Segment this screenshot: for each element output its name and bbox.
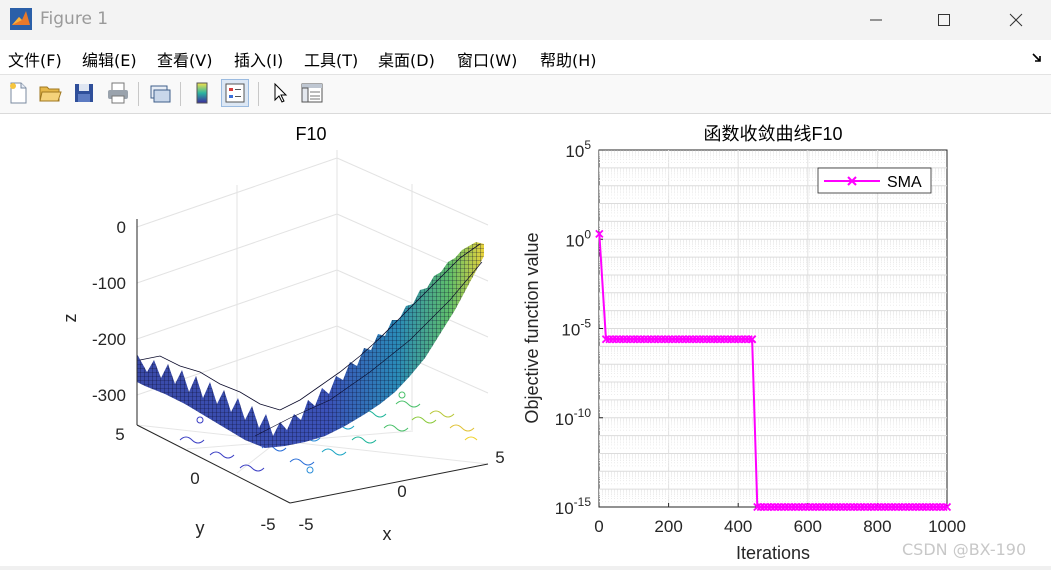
series-marker — [747, 335, 757, 344]
y-tick-label: 10-15 — [555, 495, 592, 518]
property-inspector-icon — [301, 83, 323, 103]
legend-marker — [847, 176, 857, 186]
y-tick-label: 10-10 — [555, 406, 592, 429]
x-tick-label: 200 — [654, 517, 682, 536]
z-tick-label: -300 — [92, 386, 126, 405]
surface-mesh — [137, 242, 484, 448]
y-axis-label: Objective function value — [522, 232, 542, 423]
link-plot-icon — [150, 85, 171, 103]
chart-title: 函数收敛曲线F10 — [703, 124, 842, 144]
y-tick-label: 10-5 — [561, 317, 591, 340]
toolbar-separator — [258, 82, 259, 106]
z-tick-label: 0 — [117, 218, 126, 237]
menu-window[interactable]: 窗口(W) — [457, 51, 518, 70]
z-tick-label: -100 — [92, 274, 126, 293]
toolbar-separator — [180, 82, 181, 106]
x-tick-label: 400 — [724, 517, 752, 536]
menu-file[interactable]: 文件(F) — [8, 51, 62, 70]
convergence-chart[interactable]: 0 200 400 600 800 1000 105 100 10-5 10-10 10-15 函数… — [522, 124, 966, 563]
new-figure-button[interactable] — [4, 79, 32, 107]
legend-icon — [225, 83, 245, 103]
pointer-button[interactable] — [266, 79, 294, 107]
legend-button[interactable] — [221, 79, 249, 107]
watermark: CSDN @BX-190 — [902, 540, 1027, 559]
y-tick-label: 105 — [565, 138, 591, 161]
z-axis-label: z — [60, 314, 80, 323]
colorbar-button[interactable] — [188, 79, 216, 107]
grid-line — [336, 157, 489, 226]
minimize-button[interactable] — [853, 0, 899, 40]
menu-help[interactable]: 帮助(H) — [540, 51, 597, 70]
surface-plot-title: F10 — [295, 124, 326, 144]
grid-line — [136, 269, 338, 340]
x-tick-label: 1000 — [928, 517, 966, 536]
grid-line — [136, 157, 338, 228]
menu-desktop[interactable]: 桌面(D) — [378, 51, 435, 70]
menu-view[interactable]: 查看(V) — [157, 51, 213, 70]
x-axis-label: x — [383, 524, 392, 544]
x-axis-label: Iterations — [736, 543, 810, 563]
property-inspector-button[interactable] — [298, 79, 326, 107]
x-tick-label: 0 — [594, 517, 603, 536]
y-tick-label: 0 — [190, 469, 199, 488]
surface-plot-axes[interactable]: 0 -100 -200 -300 z 5 0 -5 y -5 0 5 x F10 — [60, 124, 505, 544]
menu-edit[interactable]: 编辑(E) — [82, 51, 137, 70]
open-file-icon — [39, 86, 62, 102]
grid — [598, 149, 948, 508]
x-tick-label: 800 — [863, 517, 891, 536]
x-tick-label: 0 — [397, 482, 406, 501]
figure-canvas: 0 -100 -200 -300 z 5 0 -5 y -5 0 5 x F10… — [0, 114, 1051, 566]
close-icon — [1009, 13, 1023, 27]
menu-tools[interactable]: 工具(T) — [304, 51, 359, 70]
menu-bar: 文件(F) 编辑(E) 查看(V) 插入(I) 工具(T) 桌面(D) 窗口(W… — [0, 40, 1051, 75]
figure-svg: 0 -100 -200 -300 z 5 0 -5 y -5 0 5 x F10… — [60, 124, 966, 563]
pointer-icon — [274, 82, 288, 103]
print-button[interactable] — [104, 79, 132, 107]
grid-line — [136, 424, 489, 465]
y-axis-label: y — [196, 518, 205, 538]
y-tick-label: 100 — [565, 227, 591, 250]
window-title: Figure 1 — [40, 9, 109, 29]
minimize-icon — [870, 19, 882, 21]
y-tick-label: -5 — [260, 515, 275, 534]
legend[interactable]: SMA — [817, 167, 932, 194]
x-tick-label: 600 — [794, 517, 822, 536]
colorbar-icon — [196, 82, 208, 104]
x-axis-line — [289, 463, 489, 504]
matlab-icon — [10, 8, 32, 30]
close-button[interactable] — [993, 0, 1039, 40]
title-bar: Figure 1 — [0, 0, 1051, 40]
y-axis-line — [136, 424, 291, 504]
open-file-button[interactable] — [36, 79, 64, 107]
new-figure-icon — [10, 82, 27, 104]
y-tick-label: 5 — [115, 425, 124, 444]
link-plot-button[interactable] — [146, 79, 174, 107]
grid-line — [136, 213, 338, 284]
series-group — [595, 229, 952, 512]
toolbar-separator — [138, 82, 139, 106]
print-icon — [108, 82, 128, 104]
tick-labels: 0 200 400 600 800 1000 105 100 10-5 10-10 10-15 — [555, 138, 966, 536]
maximize-icon — [938, 14, 950, 26]
maximize-button[interactable] — [921, 0, 967, 40]
series-marker — [942, 502, 952, 512]
toolbar — [0, 75, 1051, 114]
menu-insert[interactable]: 插入(I) — [234, 51, 284, 70]
x-tick-label: 5 — [495, 448, 504, 467]
save-button[interactable] — [70, 79, 98, 107]
grid-line — [336, 269, 489, 338]
contour-lines — [179, 388, 478, 474]
z-tick-label: -200 — [92, 330, 126, 349]
series-marker — [595, 229, 604, 239]
legend-label: SMA — [887, 174, 922, 191]
x-tick-label: -5 — [298, 515, 313, 534]
save-icon — [75, 84, 93, 102]
dock-arrow-icon[interactable] — [1031, 52, 1043, 64]
